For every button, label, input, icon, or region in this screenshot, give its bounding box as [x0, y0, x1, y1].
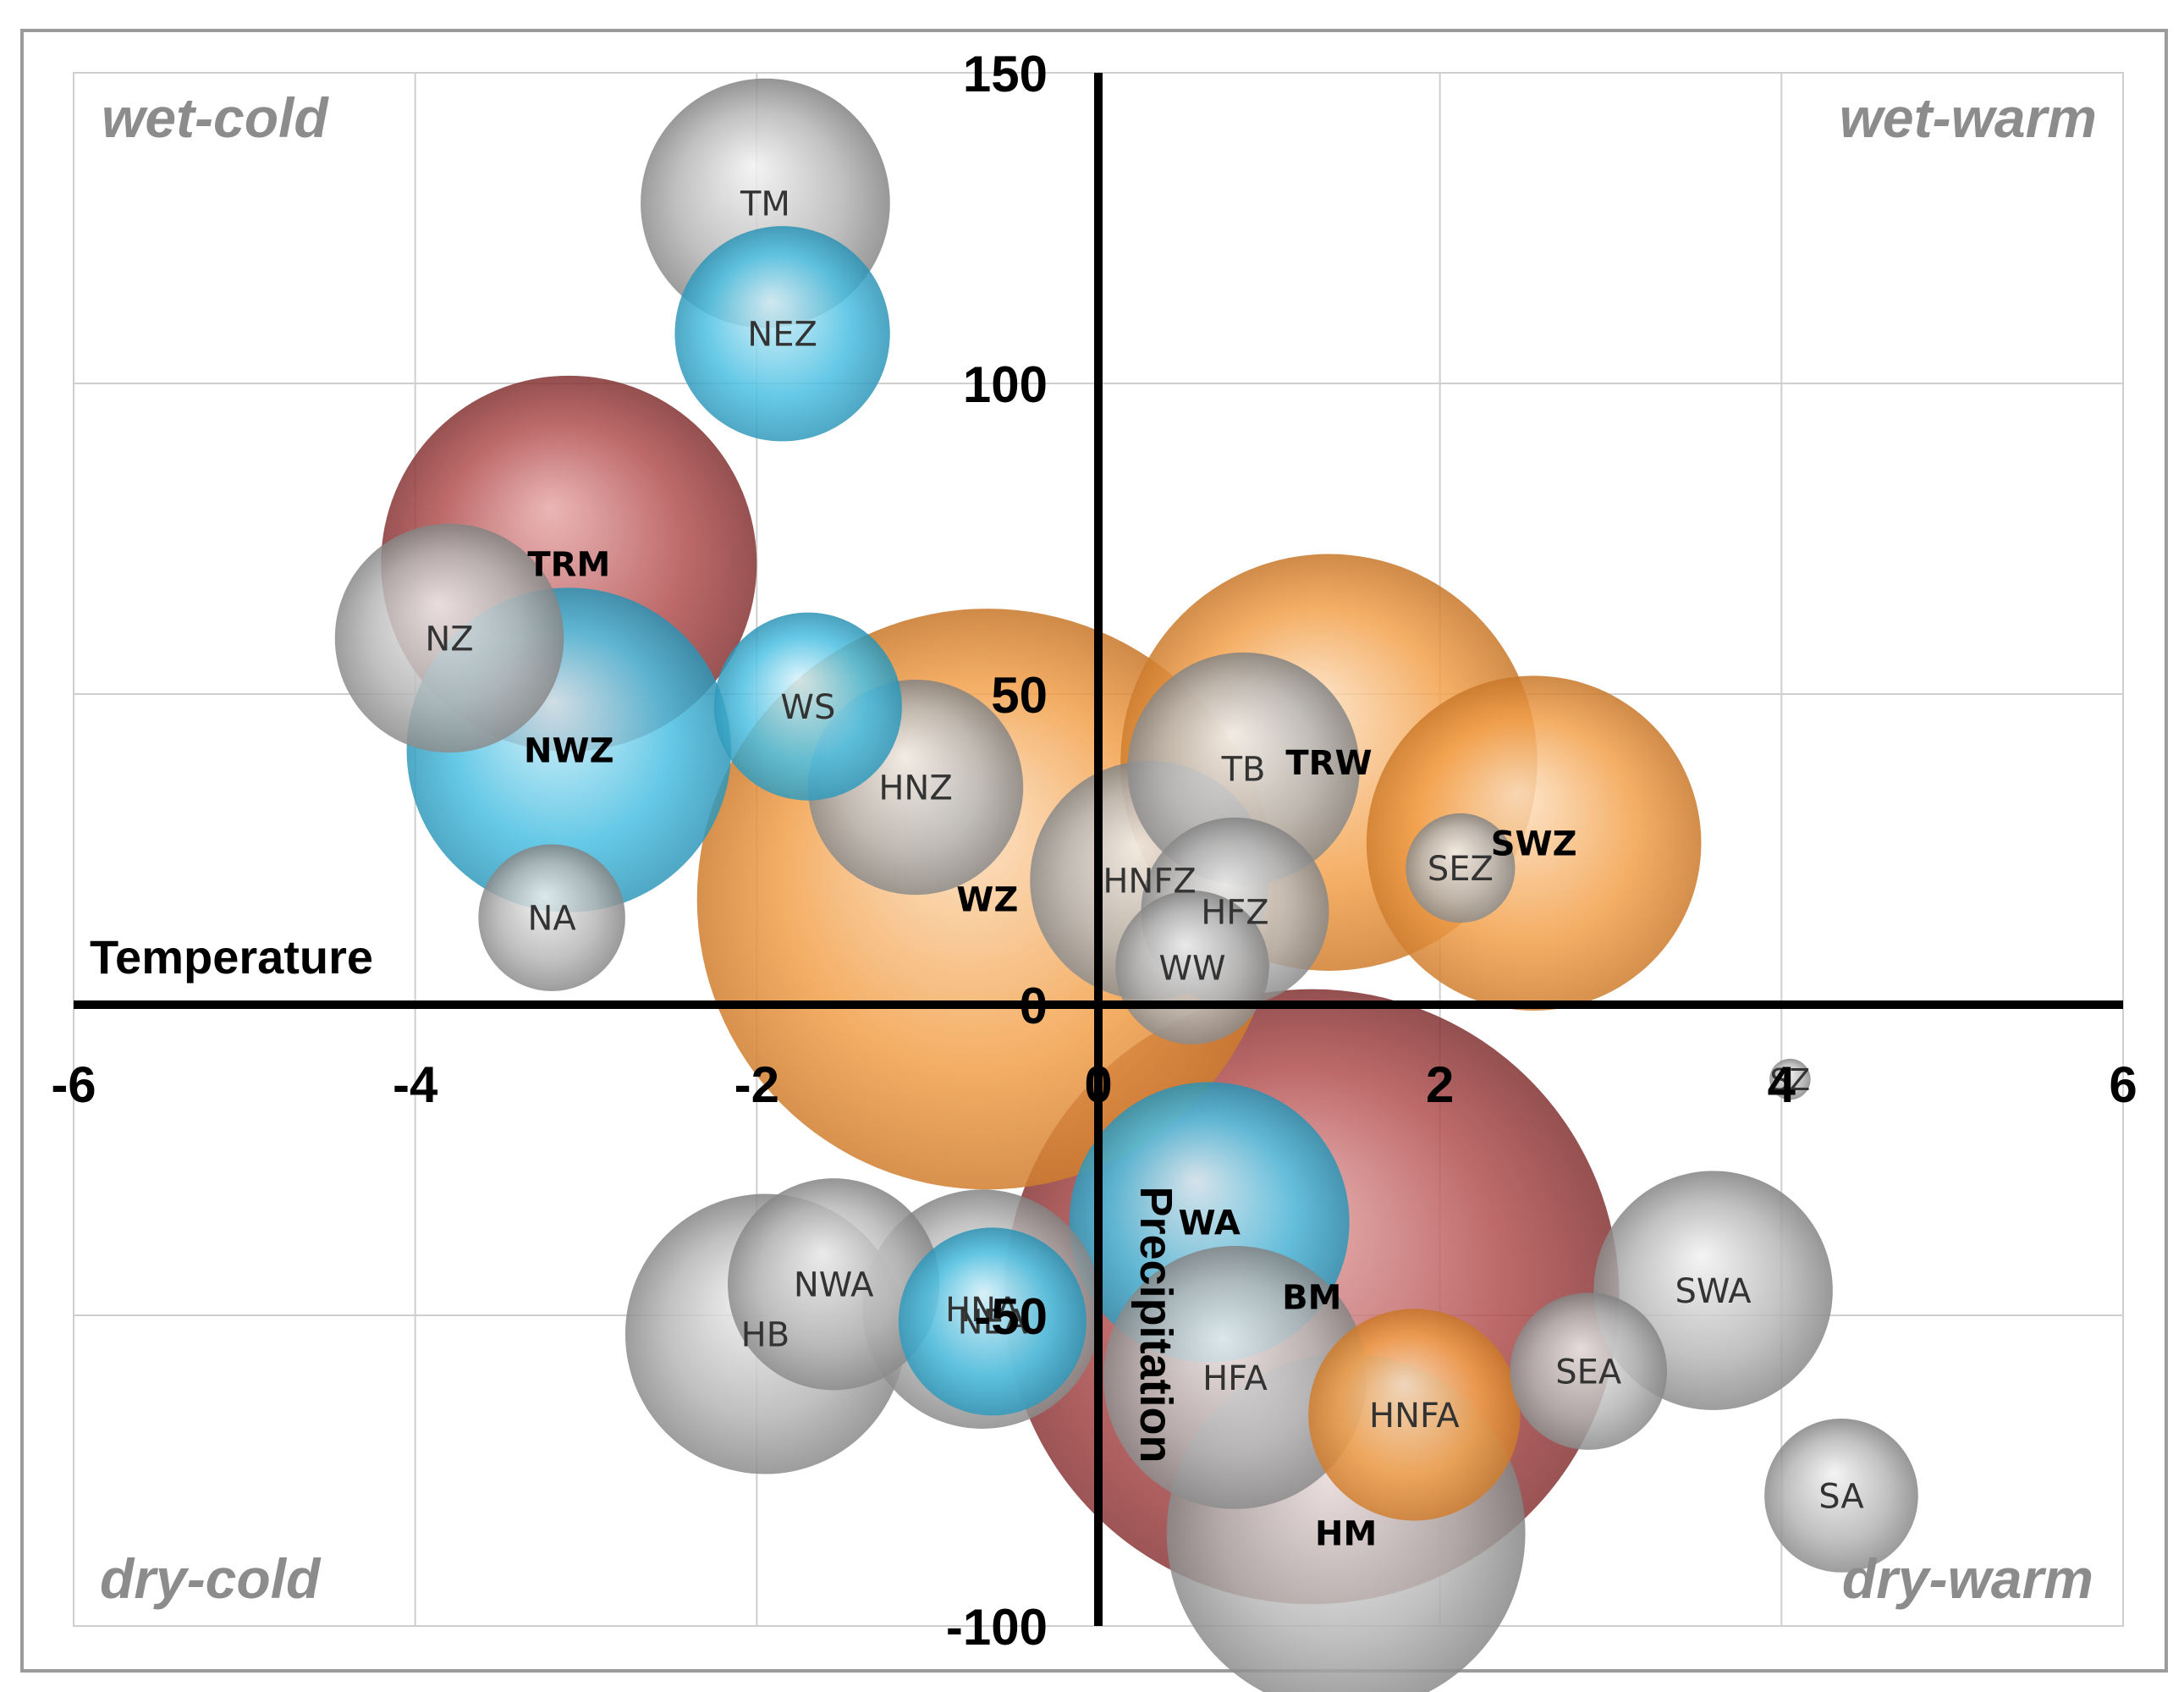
x-axis-label: Temperature: [90, 930, 373, 984]
bubble-swz: [1366, 675, 1702, 1011]
bubble-label: WS: [780, 688, 835, 727]
bubble-label: TM: [740, 185, 790, 224]
bubble-ws: [713, 612, 902, 801]
y-tick-label: 150: [963, 46, 1048, 102]
quadrant-label-wet-cold: wet-cold: [102, 86, 329, 149]
bubble-hfa: [1103, 1245, 1367, 1509]
bubble-label: WA: [1179, 1204, 1241, 1243]
bubble-label: WZ: [956, 881, 1018, 920]
bubble-circle: [728, 1178, 940, 1391]
bubble-circle: [1510, 1292, 1668, 1450]
bubble-nwa: [728, 1178, 940, 1391]
bubble-label: NA: [527, 900, 576, 939]
bubble-label: TB: [1221, 750, 1266, 789]
quadrant-labels: wet-cold wet-warm dry-cold dry-warm: [100, 86, 2097, 1610]
bubble-circle: [1764, 1419, 1918, 1573]
bubble-circle: [674, 226, 890, 442]
bubble-hnfa: [1308, 1309, 1521, 1521]
bubble-nea: [898, 1227, 1086, 1416]
bubble-circle: [713, 612, 902, 801]
bubble-label: HB: [741, 1315, 790, 1354]
bubble-sz: [1769, 1058, 1811, 1100]
y-tick-label: -50: [974, 1288, 1048, 1345]
bubble-sea: [1510, 1292, 1668, 1450]
y-tick-label: 0: [1020, 978, 1048, 1034]
y-tick-label: -100: [946, 1599, 1048, 1656]
bubble-label: WW: [1158, 949, 1225, 988]
bubble-circle: [1127, 652, 1360, 885]
bubble-label: SWZ: [1491, 825, 1577, 864]
x-tick-label: 4: [1768, 1056, 1796, 1113]
bubble-sez: [1406, 813, 1516, 923]
bubble-label: HNFA: [1369, 1397, 1460, 1436]
bubble-label: SEA: [1555, 1353, 1622, 1392]
bubble-label: SEZ: [1428, 850, 1494, 889]
x-tick-label: -4: [393, 1056, 438, 1113]
bubble-label: TRW: [1285, 744, 1372, 783]
bubble-na: [478, 844, 625, 992]
bubble-label: NEA: [958, 1303, 1028, 1342]
bubble-circle: [334, 523, 564, 753]
bubble-label: NWZ: [524, 731, 614, 770]
y-axis-label: Precipitation: [1131, 1186, 1181, 1463]
bubble-label: HFA: [1202, 1359, 1268, 1398]
axes: -6 -4 -2 0 2 4 6 150 100 50 0 -50 -100: [51, 46, 2137, 1656]
bubble-circle: [478, 844, 625, 992]
x-tick-label: -2: [734, 1056, 779, 1113]
x-tick-label: 6: [2109, 1056, 2137, 1113]
bubble-label: NEZ: [747, 316, 817, 355]
x-tick-label: 2: [1426, 1056, 1454, 1113]
bubble-label: SZ: [1770, 1063, 1811, 1098]
bubble-nz: [334, 523, 564, 753]
bubble-label: HFZ: [1201, 893, 1269, 932]
x-tick-label: -6: [51, 1056, 96, 1113]
bubble-tb: [1127, 652, 1360, 885]
bubble-circle: [1103, 1245, 1367, 1509]
bubble-label: TRM: [527, 545, 610, 584]
quadrant-label-wet-warm: wet-warm: [1840, 86, 2097, 149]
bubble-label: HNZ: [878, 769, 952, 808]
bubble-label: SWA: [1675, 1272, 1752, 1311]
x-tick-label: 0: [1084, 1056, 1112, 1113]
bubble-label: SA: [1818, 1477, 1864, 1516]
y-tick-label: 100: [963, 356, 1048, 413]
bubble-circle: [1366, 675, 1702, 1011]
quadrant-label-dry-warm: dry-warm: [1842, 1547, 2093, 1610]
bubble-label: NZ: [425, 620, 473, 659]
quadrant-label-dry-cold: dry-cold: [100, 1547, 322, 1610]
bubble-label: BM: [1282, 1278, 1341, 1317]
bubble-nez: [674, 226, 890, 442]
bubble-sa: [1764, 1419, 1918, 1573]
bubble-circle: [1308, 1309, 1521, 1521]
bubble-label: NWA: [794, 1266, 874, 1305]
bubble-label: HNFZ: [1103, 863, 1196, 901]
bubble-circle: [1406, 813, 1516, 923]
bubble-circle: [1769, 1058, 1811, 1100]
bubble-label: HNA: [945, 1291, 1020, 1330]
bubble-circle: [898, 1227, 1086, 1416]
y-tick-label: 50: [991, 667, 1048, 724]
bubble-label: HM: [1315, 1514, 1377, 1553]
